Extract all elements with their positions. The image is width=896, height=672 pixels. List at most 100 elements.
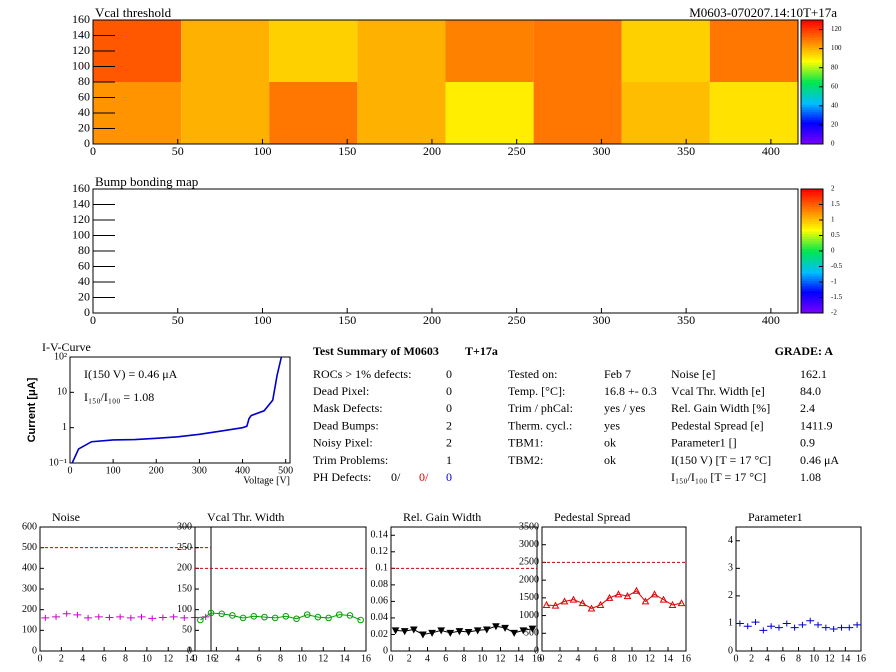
x-tick-label: 200 bbox=[423, 144, 441, 158]
y-tick-label: 120 bbox=[72, 43, 90, 57]
y-tick-label: 3500 bbox=[519, 521, 539, 532]
colorbar-band bbox=[801, 64, 823, 68]
x-tick-label: 300 bbox=[592, 144, 610, 158]
x-tick-label: 16 bbox=[361, 653, 371, 664]
z-tick-label: 100 bbox=[831, 44, 842, 52]
marker bbox=[821, 624, 830, 631]
marker bbox=[409, 626, 418, 634]
chart-title: Bump bonding map bbox=[95, 174, 198, 189]
marker bbox=[560, 597, 569, 605]
summary-value: 0.46 μA bbox=[800, 453, 839, 467]
chart-subtitle: M0603-070207.14:10T+17a bbox=[689, 5, 837, 20]
y-tick-label: 0.12 bbox=[371, 546, 389, 557]
y-tick-label: 3000 bbox=[519, 539, 539, 550]
marker bbox=[446, 629, 455, 637]
y-tick-label: 60 bbox=[78, 89, 90, 103]
summary-label: Parameter1 [] bbox=[671, 436, 737, 450]
y-tick-label: 160 bbox=[72, 12, 90, 26]
marker bbox=[148, 615, 157, 622]
marker bbox=[282, 612, 290, 620]
colorbar-band bbox=[801, 238, 823, 242]
colorbar-band bbox=[801, 288, 823, 292]
x-tick-label: 2 bbox=[749, 653, 754, 664]
colorbar-band bbox=[801, 208, 823, 212]
colorbar-band bbox=[801, 236, 823, 240]
data-line bbox=[546, 590, 682, 610]
x-tick-label: 14 bbox=[340, 653, 350, 664]
colorbar-band bbox=[801, 248, 823, 252]
marker bbox=[437, 627, 446, 635]
heatmap-cell bbox=[709, 20, 798, 82]
colorbar-band bbox=[801, 228, 823, 232]
y-tick-label: 1500 bbox=[519, 592, 539, 603]
x-tick-label: 250 bbox=[508, 144, 526, 158]
colorbar-band bbox=[801, 62, 823, 66]
summary-tag: T+17a bbox=[465, 344, 498, 358]
y-tick-label: 500 bbox=[22, 542, 37, 553]
colorbar-band bbox=[801, 77, 823, 81]
summary-value: 2 bbox=[446, 436, 452, 450]
x-tick-label: 14 bbox=[185, 653, 195, 664]
colorbar-band bbox=[801, 104, 823, 108]
marker bbox=[180, 614, 189, 621]
x-tick-label: 2 bbox=[558, 653, 563, 664]
colorbar-band bbox=[801, 196, 823, 200]
y-tick-label: 2 bbox=[728, 590, 733, 601]
y-tick-label: 500 bbox=[524, 628, 539, 639]
z-tick-label: 0 bbox=[831, 140, 835, 148]
y-tick-label: 1 bbox=[728, 618, 733, 629]
x-tick-label: 0 bbox=[734, 653, 739, 664]
summary-label: Dead Bumps: bbox=[313, 418, 379, 432]
chart-title: Pedestal Spread bbox=[554, 510, 630, 524]
colorbar-frame bbox=[800, 19, 824, 145]
colorbar-band bbox=[801, 290, 823, 294]
marker bbox=[759, 627, 768, 634]
x-tick-label: 300 bbox=[192, 465, 207, 476]
y-tick-label: 0.02 bbox=[371, 629, 389, 640]
x-tick-label: 14 bbox=[514, 653, 524, 664]
y-tick-label: 40 bbox=[78, 274, 90, 288]
y-tick-label: 20 bbox=[78, 289, 90, 303]
colorbar-band bbox=[801, 20, 823, 23]
marker bbox=[605, 593, 614, 601]
summary-value: 0 bbox=[446, 470, 452, 484]
heatmap-cell bbox=[357, 82, 446, 144]
x-tick-label: 400 bbox=[762, 313, 780, 327]
heatmap-cell bbox=[357, 20, 446, 82]
colorbar-band bbox=[801, 86, 823, 90]
y-tick-label: 3 bbox=[728, 563, 733, 574]
summary-label: Temp. [°C]: bbox=[508, 384, 565, 398]
marker bbox=[596, 600, 605, 608]
colorbar-band bbox=[801, 96, 823, 100]
x-tick-label: 2 bbox=[59, 653, 64, 664]
colorbar-band bbox=[801, 111, 823, 115]
x-tick-label: 12 bbox=[645, 653, 655, 664]
summary-label: Dead Pixel: bbox=[313, 384, 369, 398]
marker bbox=[400, 628, 409, 636]
x-tick-label: 12 bbox=[496, 653, 506, 664]
colorbar-band bbox=[801, 42, 823, 46]
y-tick-label: 0.08 bbox=[371, 579, 389, 590]
heatmap-cell bbox=[181, 82, 270, 144]
z-tick-label: 40 bbox=[831, 101, 839, 109]
x-tick-label: 6 bbox=[594, 653, 599, 664]
marker bbox=[158, 614, 167, 621]
z-tick-label: 1.5 bbox=[831, 200, 840, 208]
colorbar-band bbox=[801, 221, 823, 225]
marker bbox=[473, 627, 482, 635]
colorbar-band bbox=[801, 47, 823, 51]
y-tick-label: 100 bbox=[72, 58, 90, 72]
summary-label: TBM1: bbox=[508, 436, 543, 450]
y-tick-label: 140 bbox=[72, 196, 90, 210]
summary-label: TBM2: bbox=[508, 453, 543, 467]
marker bbox=[455, 628, 464, 636]
colorbar-band bbox=[801, 84, 823, 88]
x-tick-label: 0 bbox=[540, 653, 545, 664]
marker bbox=[346, 612, 354, 619]
summary-label: Tested on: bbox=[508, 367, 557, 381]
z-tick-label: 2 bbox=[831, 185, 835, 193]
colorbar-band bbox=[801, 101, 823, 105]
colorbar-band bbox=[801, 37, 823, 41]
marker bbox=[853, 621, 862, 628]
